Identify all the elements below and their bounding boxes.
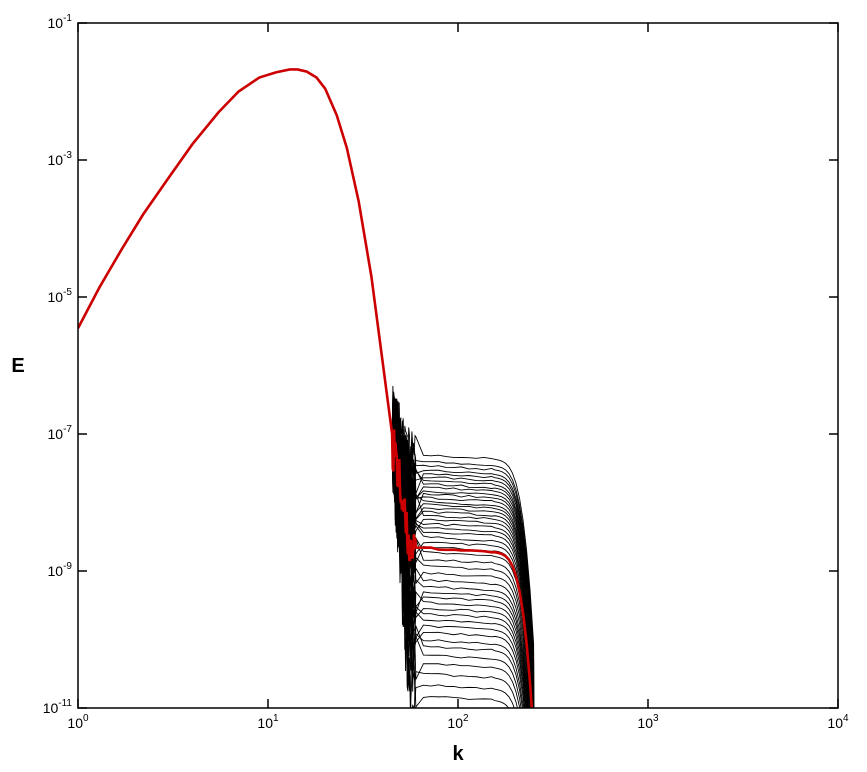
x-tick-label: 101 (257, 713, 279, 731)
x-tick-label: 102 (447, 713, 469, 731)
highlight-line (78, 68, 534, 708)
y-tick-label: 10-3 (48, 150, 73, 168)
y-tick-label: 10-5 (48, 287, 73, 305)
y-axis-title: E (11, 355, 24, 377)
x-tick-label: 100 (67, 713, 89, 731)
x-tick-label: 104 (827, 713, 849, 731)
axis-tick-labels: 100 101 102 103 104 10-11 10-9 10-7 10-5 10-3 10-1 (43, 13, 849, 731)
x-tick-label: 103 (637, 713, 659, 731)
y-tick-label: 10-1 (48, 13, 73, 31)
y-tick-label: 10-9 (48, 561, 73, 579)
y-tick-label: 10-7 (48, 424, 73, 442)
highlight-line-group (78, 68, 534, 708)
y-tick-label: 10-11 (43, 698, 73, 716)
axis-ticks (77, 22, 839, 709)
x-axis-title: k (452, 743, 464, 765)
